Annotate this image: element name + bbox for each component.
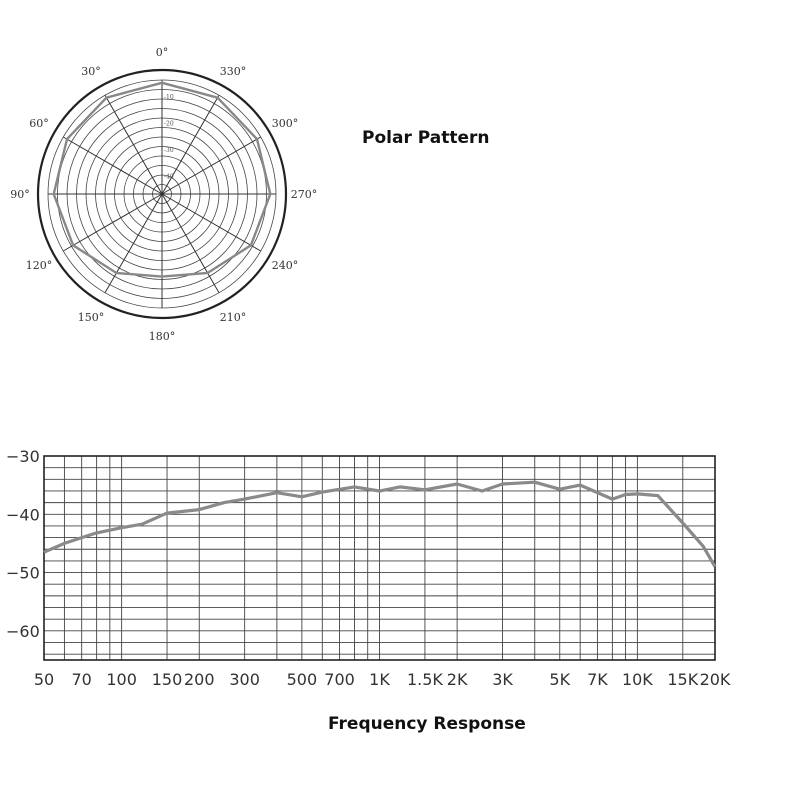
frequency-response-caption: Frequency Response	[328, 714, 526, 734]
polar-angle-label: 270°	[291, 188, 318, 201]
polar-angle-label: 0°	[156, 46, 169, 59]
polar-spoke	[161, 95, 220, 195]
freq-response-curve	[43, 480, 717, 568]
polar-radial-label: -40	[164, 173, 174, 180]
polar-outer-ring	[36, 68, 288, 320]
polar-radial-label: -20	[164, 120, 174, 127]
freq-x-tick-label: 15K	[667, 670, 698, 689]
freq-y-tick-label: −50	[6, 564, 40, 583]
freq-plot-frame	[43, 455, 716, 661]
freq-x-tick-label: 3K	[492, 670, 513, 689]
freq-x-tick-label: 1.5K	[407, 670, 443, 689]
polar-radial-label: -10	[164, 94, 174, 101]
polar-angle-label: 30°	[81, 65, 101, 78]
polar-pattern-curve	[52, 81, 272, 278]
freq-x-tick-label: 20K	[700, 670, 731, 689]
freq-x-tick-label: 2K	[447, 670, 468, 689]
polar-spoke	[63, 136, 163, 195]
polar-spoke	[104, 95, 163, 195]
freq-x-tick-label: 200	[184, 670, 215, 689]
freq-x-tick-label: 700	[324, 670, 355, 689]
freq-x-tick-label: 150	[152, 670, 183, 689]
freq-x-tick-label: 10K	[622, 670, 653, 689]
freq-x-tick-label: 100	[106, 670, 137, 689]
freq-y-tick-label: −30	[6, 447, 40, 466]
freq-x-tick-label: 7K	[587, 670, 608, 689]
freq-x-tick-label: 300	[229, 670, 260, 689]
polar-spoke	[161, 193, 220, 293]
polar-pattern-caption: Polar Pattern	[362, 128, 490, 148]
polar-angle-label: 90°	[10, 188, 30, 201]
freq-y-tick-label: −60	[6, 622, 40, 641]
polar-spoke	[161, 136, 261, 195]
polar-angle-label: 60°	[29, 117, 49, 130]
freq-x-tick-label: 5K	[549, 670, 570, 689]
polar-angle-label: 120°	[26, 259, 53, 272]
freq-x-tick-label: 70	[72, 670, 92, 689]
freq-x-tick-label: 500	[287, 670, 318, 689]
polar-angle-label: 330°	[220, 65, 247, 78]
polar-spoke	[161, 193, 261, 252]
polar-angle-label: 150°	[78, 311, 105, 324]
freq-y-tick-label: −40	[6, 505, 40, 524]
polar-radial-label: -30	[164, 147, 174, 154]
polar-angle-label: 240°	[272, 259, 299, 272]
polar-spoke	[104, 193, 163, 293]
freq-x-tick-label: 1K	[369, 670, 390, 689]
polar-angle-label: 180°	[149, 330, 176, 343]
polar-angle-label: 210°	[220, 311, 247, 324]
polar-spoke	[63, 193, 163, 252]
freq-x-tick-label: 50	[34, 670, 54, 689]
polar-angle-label: 300°	[272, 117, 299, 130]
